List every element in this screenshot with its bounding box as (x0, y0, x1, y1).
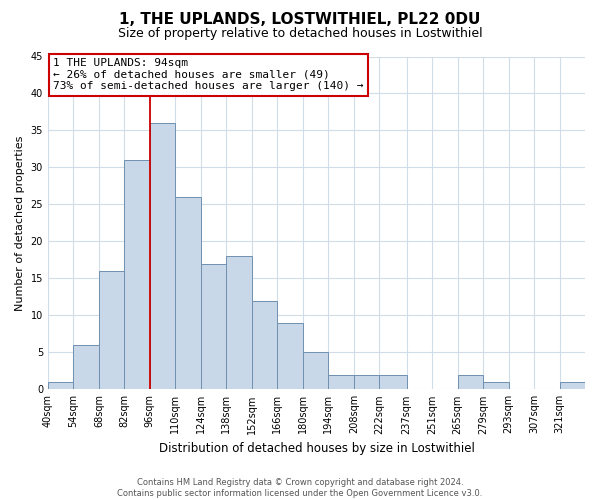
Bar (277, 322, 303, 390)
Text: 1, THE UPLANDS, LOSTWITHIEL, PL22 0DU: 1, THE UPLANDS, LOSTWITHIEL, PL22 0DU (119, 12, 481, 28)
Bar (73, 345, 99, 390)
Bar (99, 271, 124, 390)
Bar (124, 160, 150, 390)
Text: 1 THE UPLANDS: 94sqm
← 26% of detached houses are smaller (49)
73% of semi-detac: 1 THE UPLANDS: 94sqm ← 26% of detached h… (53, 58, 364, 92)
Y-axis label: Number of detached properties: Number of detached properties (15, 135, 25, 310)
Bar (328, 374, 354, 390)
Bar (150, 123, 175, 390)
Bar (354, 374, 379, 390)
Bar (252, 300, 277, 390)
Bar (379, 374, 407, 390)
Text: Size of property relative to detached houses in Lostwithiel: Size of property relative to detached ho… (118, 28, 482, 40)
Bar (226, 256, 252, 390)
Bar (48, 382, 73, 390)
Bar (303, 352, 328, 390)
Bar (483, 382, 509, 390)
Text: Contains HM Land Registry data © Crown copyright and database right 2024.
Contai: Contains HM Land Registry data © Crown c… (118, 478, 482, 498)
Bar (175, 197, 201, 390)
Bar (560, 382, 585, 390)
Bar (201, 264, 226, 390)
Bar (458, 374, 483, 390)
X-axis label: Distribution of detached houses by size in Lostwithiel: Distribution of detached houses by size … (158, 442, 475, 455)
